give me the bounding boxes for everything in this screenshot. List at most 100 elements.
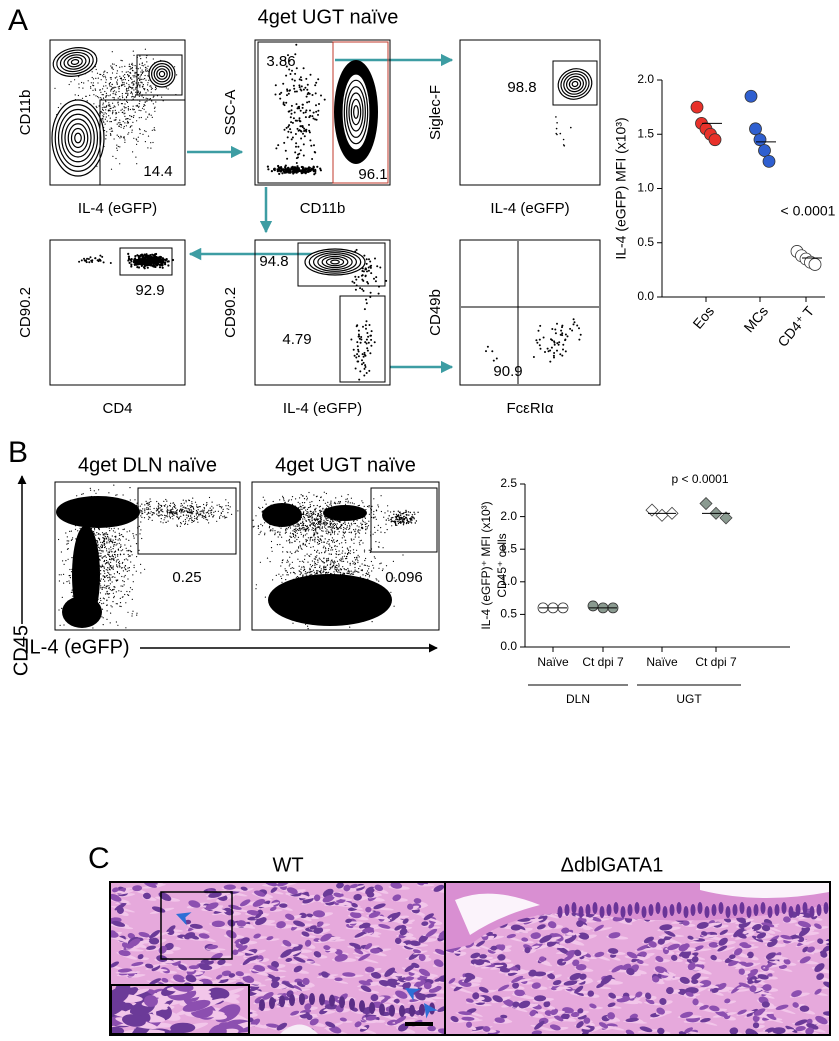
event-dot — [105, 536, 106, 537]
event-dot — [119, 122, 120, 123]
event-dot — [207, 519, 208, 520]
event-dot — [114, 90, 115, 91]
event-dot — [87, 100, 88, 101]
event-dot — [78, 95, 79, 96]
event-dot — [115, 87, 116, 88]
event-dot — [161, 518, 162, 519]
event-dot — [88, 261, 90, 263]
event-dot — [104, 547, 105, 548]
event-dot — [487, 346, 489, 348]
event-dot — [146, 503, 147, 504]
event-dot — [105, 138, 106, 139]
event-dot — [117, 135, 118, 136]
event-dot — [145, 75, 146, 76]
event-dot — [184, 503, 185, 504]
epithelial-nucleus — [600, 906, 605, 918]
event-dot — [125, 627, 126, 628]
event-dot — [101, 111, 102, 112]
event-dot — [573, 318, 575, 320]
event-dot — [109, 567, 110, 568]
event-dot — [115, 110, 116, 111]
epithelial-nucleus — [359, 1000, 365, 1012]
event-dot — [94, 257, 96, 259]
event-dot — [109, 587, 110, 588]
event-dot — [132, 554, 133, 555]
event-dot — [127, 95, 128, 96]
event-dot — [360, 342, 362, 344]
panel-label: C — [88, 842, 110, 875]
event-dot — [314, 84, 316, 86]
event-dot — [296, 120, 298, 122]
event-dot — [146, 264, 148, 266]
event-dot — [186, 515, 187, 516]
event-dot — [533, 356, 535, 358]
event-dot — [109, 574, 110, 575]
event-dot — [160, 510, 161, 511]
event-dot — [162, 511, 163, 512]
event-dot — [112, 103, 113, 104]
event-dot — [102, 119, 103, 120]
event-dot — [123, 113, 124, 114]
event-dot — [101, 544, 102, 545]
event-dot — [118, 86, 119, 87]
event-dot — [305, 116, 307, 118]
event-dot — [164, 506, 165, 507]
event-dot — [143, 84, 144, 85]
event-dot — [161, 505, 162, 506]
event-dot — [110, 622, 111, 623]
event-dot — [136, 556, 137, 557]
event-dot — [144, 130, 145, 131]
event-dot — [100, 534, 101, 535]
event-dot — [122, 82, 123, 83]
event-dot — [553, 340, 555, 342]
event-dot — [124, 567, 125, 568]
event-dot — [149, 502, 150, 503]
event-dot — [112, 555, 113, 556]
event-dot — [139, 533, 140, 534]
event-dot — [314, 172, 316, 174]
event-dot — [114, 596, 115, 597]
event-dot — [294, 112, 296, 114]
event-dot — [138, 137, 139, 138]
event-dot — [209, 497, 210, 498]
event-dot — [130, 550, 131, 551]
event-dot — [140, 261, 142, 263]
event-dot — [124, 122, 125, 123]
event-dot — [143, 266, 145, 268]
event-dot — [105, 112, 106, 113]
event-dot — [227, 512, 228, 513]
event-dot — [107, 88, 108, 89]
event-dot — [112, 63, 113, 64]
event-dot — [553, 352, 555, 354]
event-dot — [110, 569, 111, 570]
event-dot — [278, 173, 280, 175]
event-dot — [109, 129, 110, 130]
epithelial-nucleus — [565, 904, 570, 916]
event-dot — [71, 592, 72, 593]
event-dot — [135, 88, 136, 89]
event-dot — [356, 353, 358, 355]
event-dot — [535, 339, 537, 341]
event-dot — [179, 510, 180, 511]
event-dot — [197, 522, 198, 523]
event-dot — [298, 167, 300, 169]
event-dot — [81, 494, 82, 495]
event-dot — [102, 112, 103, 113]
event-dot — [362, 353, 364, 355]
event-dot — [315, 111, 317, 113]
event-dot — [102, 107, 103, 108]
event-dot — [122, 549, 123, 550]
event-dot — [122, 563, 123, 564]
event-dot — [191, 501, 192, 502]
event-dot — [356, 341, 358, 343]
event-dot — [124, 66, 125, 67]
event-dot — [54, 88, 55, 89]
event-dot — [173, 515, 174, 516]
event-dot — [123, 121, 124, 122]
event-dot — [185, 500, 186, 501]
event-dot — [298, 107, 300, 109]
event-dot — [133, 115, 134, 116]
event-dot — [116, 603, 117, 604]
event-dot — [306, 89, 308, 91]
event-dot — [92, 627, 93, 628]
